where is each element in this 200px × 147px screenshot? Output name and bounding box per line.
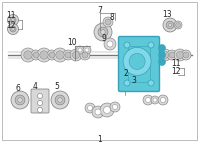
Circle shape (11, 91, 29, 109)
Text: 6: 6 (16, 83, 20, 92)
Circle shape (159, 49, 171, 61)
Circle shape (98, 27, 108, 37)
Text: 10: 10 (67, 37, 77, 46)
Circle shape (38, 93, 42, 98)
Circle shape (88, 106, 92, 111)
Text: 1: 1 (98, 136, 102, 145)
Circle shape (51, 91, 69, 109)
Circle shape (95, 109, 101, 115)
Circle shape (161, 51, 169, 59)
Circle shape (21, 48, 35, 62)
Circle shape (158, 59, 166, 66)
Circle shape (107, 41, 113, 47)
Circle shape (176, 51, 184, 59)
Text: 7: 7 (98, 5, 102, 15)
Circle shape (65, 52, 71, 58)
Circle shape (148, 42, 154, 48)
Circle shape (38, 101, 42, 106)
Circle shape (168, 23, 172, 27)
Circle shape (169, 52, 175, 58)
Circle shape (12, 28, 14, 30)
Circle shape (63, 50, 73, 60)
Circle shape (40, 51, 48, 59)
Circle shape (10, 26, 16, 32)
Circle shape (80, 50, 90, 60)
Circle shape (103, 17, 113, 27)
FancyBboxPatch shape (118, 36, 160, 91)
Circle shape (85, 103, 95, 113)
Circle shape (38, 107, 42, 112)
Circle shape (33, 52, 39, 58)
Circle shape (85, 48, 89, 52)
Circle shape (58, 98, 62, 102)
Circle shape (146, 97, 151, 102)
Text: 9: 9 (102, 34, 106, 42)
Text: 5: 5 (55, 81, 59, 91)
Circle shape (129, 53, 145, 69)
FancyBboxPatch shape (31, 89, 49, 113)
Circle shape (18, 98, 22, 102)
Circle shape (158, 51, 166, 59)
Circle shape (47, 50, 57, 60)
Circle shape (78, 48, 82, 52)
Circle shape (72, 51, 80, 59)
Circle shape (53, 48, 67, 62)
Circle shape (37, 48, 51, 62)
Text: 11: 11 (6, 10, 16, 20)
Text: 11: 11 (171, 59, 181, 67)
Circle shape (124, 80, 130, 86)
Circle shape (83, 46, 91, 54)
Circle shape (158, 45, 166, 51)
Circle shape (8, 15, 18, 25)
Circle shape (76, 46, 84, 54)
Circle shape (24, 51, 32, 59)
Circle shape (56, 51, 64, 59)
Circle shape (163, 18, 177, 32)
Circle shape (167, 50, 177, 60)
Text: 3: 3 (132, 76, 136, 85)
Text: 2: 2 (124, 69, 128, 77)
Circle shape (104, 106, 110, 113)
Circle shape (176, 23, 180, 27)
Circle shape (166, 21, 174, 29)
Circle shape (174, 21, 182, 29)
Circle shape (151, 96, 159, 104)
Circle shape (55, 95, 65, 105)
Circle shape (49, 52, 55, 58)
Circle shape (104, 38, 116, 50)
Circle shape (70, 49, 82, 61)
Circle shape (158, 95, 168, 105)
Circle shape (82, 52, 88, 58)
Circle shape (153, 98, 157, 102)
Circle shape (31, 50, 41, 60)
Circle shape (15, 95, 25, 105)
Circle shape (92, 106, 104, 118)
Text: 12: 12 (171, 66, 181, 76)
Circle shape (124, 42, 130, 48)
Circle shape (110, 102, 120, 112)
Circle shape (101, 30, 105, 34)
Circle shape (181, 50, 191, 60)
Circle shape (94, 23, 112, 41)
Circle shape (148, 80, 154, 86)
Circle shape (174, 49, 186, 61)
Circle shape (105, 19, 111, 25)
Circle shape (143, 95, 153, 105)
Circle shape (112, 105, 118, 110)
Circle shape (10, 17, 16, 23)
Circle shape (100, 103, 114, 117)
Text: 8: 8 (110, 12, 114, 21)
Circle shape (12, 19, 14, 21)
Circle shape (8, 24, 18, 35)
Text: 4: 4 (33, 81, 37, 91)
Text: 13: 13 (162, 10, 172, 19)
Circle shape (183, 52, 189, 58)
Circle shape (123, 47, 151, 75)
Circle shape (160, 97, 166, 102)
Text: 12: 12 (6, 20, 16, 30)
